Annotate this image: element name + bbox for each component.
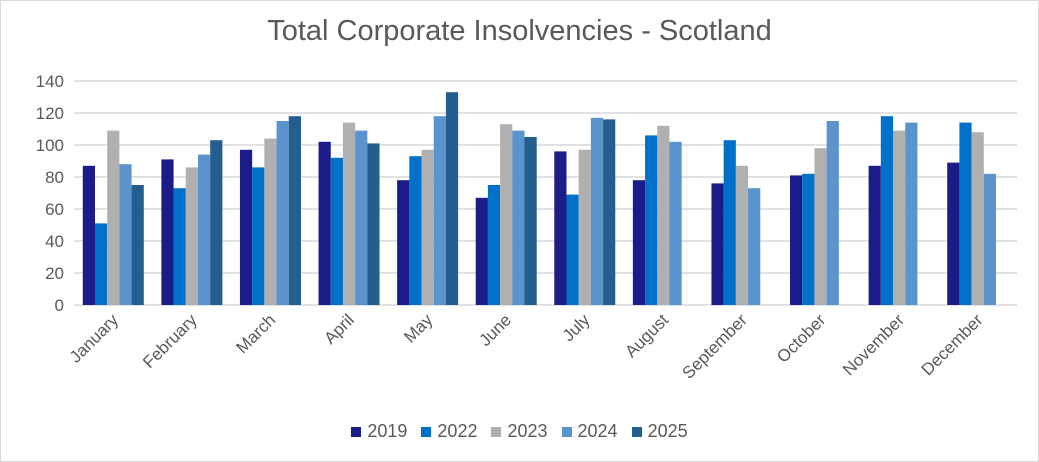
- bar-2019-march: [239, 149, 253, 305]
- legend-label: 2024: [577, 421, 618, 441]
- bar-2025-may: [445, 92, 459, 305]
- y-tick-label: 100: [36, 136, 64, 155]
- bar-2019-january: [82, 165, 95, 305]
- bar-2023-august: [657, 125, 670, 305]
- bar-2019-august: [632, 180, 646, 305]
- legend-item-2022: 2022: [421, 421, 477, 442]
- bar-2023-september: [735, 165, 749, 305]
- x-tick-label: April: [320, 310, 357, 347]
- chart-title: Total Corporate Insolvencies - Scotland: [267, 15, 772, 47]
- bar-2019-april: [318, 141, 331, 305]
- bar-2025-february: [210, 140, 223, 305]
- bar-2019-december: [947, 162, 960, 305]
- legend-item-2024: 2024: [561, 421, 618, 442]
- bar-2022-july: [566, 194, 579, 305]
- y-tick-label: 120: [36, 104, 64, 123]
- legend-swatch: [491, 426, 502, 437]
- y-tick-label: 40: [45, 232, 64, 251]
- x-tick-label: October: [773, 310, 829, 366]
- bar-2023-october: [814, 148, 827, 305]
- legend-label: 2025: [647, 421, 688, 441]
- bar-2023-december: [971, 132, 984, 305]
- bar-2023-may: [421, 149, 434, 305]
- legend-swatch: [351, 426, 362, 437]
- bar-2025-january: [131, 185, 144, 305]
- x-tick-label: November: [839, 310, 908, 379]
- legend-label: 2019: [367, 421, 408, 441]
- bar-2024-march: [276, 121, 289, 305]
- bar-2024-july: [590, 117, 604, 305]
- bar-2024-august: [669, 141, 682, 305]
- bar-2023-april: [342, 122, 356, 305]
- legend: 2019 2022 2023 2024 2025: [1, 421, 1038, 442]
- bar-2023-july: [578, 149, 591, 305]
- legend-swatch: [421, 426, 432, 437]
- y-tick-label: 140: [36, 72, 64, 91]
- bar-2024-february: [197, 154, 211, 305]
- bar-2024-may: [433, 116, 446, 305]
- bar-2019-november: [868, 165, 881, 305]
- bar-2023-march: [264, 138, 277, 305]
- legend-label: 2022: [437, 421, 478, 441]
- bar-2023-january: [107, 130, 120, 305]
- y-tick-label: 60: [45, 200, 64, 219]
- bar-2024-april: [355, 130, 368, 305]
- bar-2019-october: [790, 175, 803, 305]
- bar-2019-february: [161, 159, 174, 305]
- bar-2024-october: [826, 121, 839, 305]
- bar-2019-september: [711, 183, 724, 305]
- x-tick-label: May: [400, 310, 436, 346]
- bar-2022-june: [487, 185, 501, 305]
- bar-2022-february: [173, 188, 186, 305]
- legend-label: 2023: [507, 421, 548, 441]
- bar-2022-april: [330, 157, 343, 305]
- bar-2024-september: [748, 188, 761, 305]
- bar-2023-june: [500, 124, 513, 305]
- legend-item-2019: 2019: [351, 421, 407, 442]
- bar-2024-june: [512, 130, 525, 305]
- x-tick-label: August: [621, 310, 672, 361]
- bar-2022-december: [959, 122, 972, 305]
- legend-item-2023: 2023: [491, 421, 548, 442]
- bar-2025-june: [524, 137, 537, 305]
- bar-2024-december: [983, 173, 997, 305]
- bar-2025-march: [288, 116, 301, 305]
- y-tick-label: 20: [45, 264, 64, 283]
- x-tick-label: March: [232, 310, 279, 357]
- x-tick-label: July: [559, 310, 594, 345]
- bar-2022-october: [802, 173, 815, 305]
- bar-2019-may: [397, 180, 410, 305]
- x-tick-label: December: [918, 310, 987, 379]
- bar-2022-may: [409, 156, 422, 305]
- bar-2022-august: [645, 135, 658, 305]
- x-tick-label: January: [66, 310, 123, 367]
- y-tick-label: 0: [55, 296, 64, 315]
- legend-swatch: [561, 426, 572, 437]
- bar-2024-november: [905, 122, 918, 305]
- legend-swatch: [631, 426, 642, 437]
- bar-2024-january: [119, 164, 132, 305]
- bar-2025-april: [367, 143, 380, 305]
- bar-2019-june: [475, 197, 488, 305]
- bar-2025-july: [603, 119, 616, 306]
- bar-2022-march: [252, 167, 265, 305]
- bar-2022-november: [880, 116, 894, 305]
- bar-2019-july: [554, 151, 567, 305]
- legend-item-2025: 2025: [631, 421, 688, 442]
- x-tick-label: June: [476, 310, 516, 350]
- bar-2023-november: [893, 130, 906, 305]
- x-tick-label: September: [679, 310, 751, 382]
- bar-2023-february: [185, 167, 198, 305]
- y-tick-label: 80: [45, 168, 64, 187]
- x-tick-label: February: [139, 310, 201, 372]
- bar-2022-september: [723, 140, 736, 305]
- bar-2022-january: [94, 223, 108, 305]
